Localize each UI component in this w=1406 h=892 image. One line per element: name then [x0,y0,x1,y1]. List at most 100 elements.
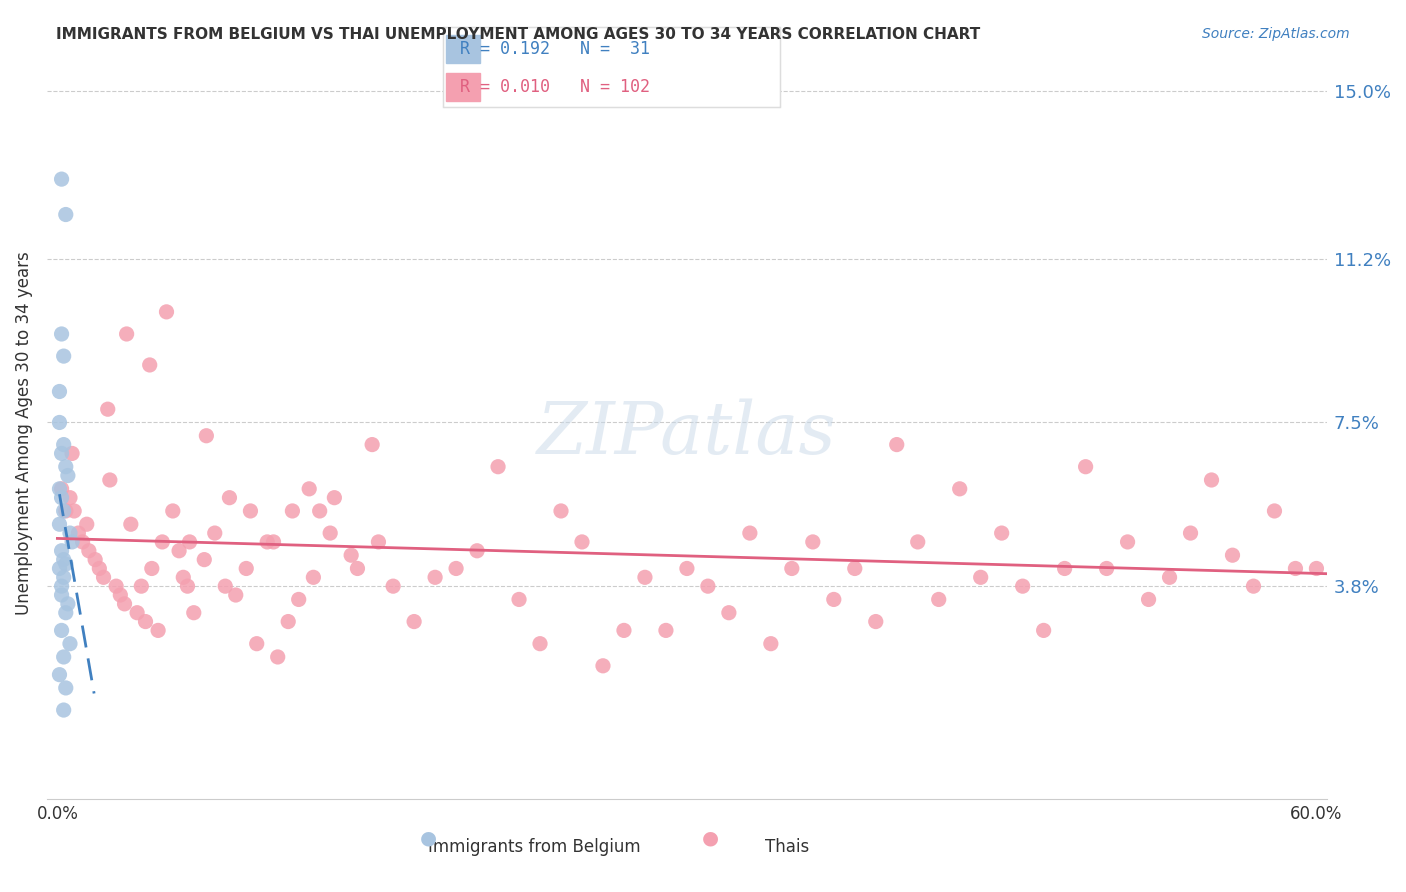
Point [51,579,73,593]
Point [52,552,75,566]
Point [508,592,530,607]
Point [844,561,866,575]
Point [298,482,321,496]
Point [218,491,240,505]
Point [759,637,782,651]
Point [48,517,70,532]
Point [52,349,75,363]
Text: IMMIGRANTS FROM BELGIUM VS THAI UNEMPLOYMENT AMONG AGES 30 TO 34 YEARS CORRELATI: IMMIGRANTS FROM BELGIUM VS THAI UNEMPLOY… [56,27,980,42]
Point [1053,561,1076,575]
Point [246,637,269,651]
Point [823,592,845,607]
Point [738,526,761,541]
Point [780,561,803,575]
Point [323,491,346,505]
Point [60,446,83,460]
Text: R = 0.010   N = 102: R = 0.010 N = 102 [460,78,650,96]
Point [655,624,678,638]
Point [1284,561,1306,575]
Point [179,535,201,549]
Point [1011,579,1033,593]
Point [138,358,160,372]
Point [571,535,593,549]
Point [51,543,73,558]
Point [1222,548,1244,562]
Point [55,504,77,518]
Point [56,468,79,483]
Point [1116,535,1139,549]
Point [195,428,218,442]
Text: ZIPatlas: ZIPatlas [537,398,837,469]
Point [52,649,75,664]
Point [115,326,138,341]
Point [281,504,304,518]
Point [886,437,908,451]
Point [634,570,657,584]
Bar [446,72,479,101]
Point [59,526,82,541]
Point [263,535,285,549]
Point [55,681,77,695]
Point [52,570,75,584]
Point [52,703,75,717]
Point [51,172,73,186]
Point [225,588,247,602]
Point [51,624,73,638]
Point [340,548,363,562]
Point [550,504,572,518]
Point [287,592,309,607]
Point [89,561,111,575]
Point [59,491,82,505]
Point [48,482,70,496]
Bar [446,35,479,62]
Point [1201,473,1223,487]
Point [127,606,149,620]
Point [592,658,614,673]
Point [1137,592,1160,607]
Point [167,543,190,558]
Point [98,473,121,487]
Point [76,517,98,532]
Point [267,649,290,664]
Point [423,570,446,584]
Point [1095,561,1118,575]
Point [235,561,257,575]
Text: Immigrants from Belgium: Immigrants from Belgium [427,838,641,856]
Point [319,526,342,541]
Point [67,526,90,541]
Point [172,570,194,584]
Point [404,615,426,629]
Point [60,535,83,549]
Point [114,597,136,611]
Point [48,416,70,430]
Point [949,482,972,496]
Point [302,570,325,584]
Point [717,606,740,620]
Point [131,579,153,593]
Point [193,552,215,566]
Text: ●: ● [420,829,437,847]
Point [141,561,163,575]
Point [239,504,262,518]
Point [51,326,73,341]
Point [970,570,993,584]
Point [1180,526,1202,541]
Point [529,637,551,651]
Text: Thais: Thais [765,838,810,856]
Point [55,207,77,221]
Point [93,570,115,584]
Point [1243,579,1265,593]
Point [928,592,950,607]
Point [51,491,73,505]
Point [51,482,73,496]
Point [801,535,824,549]
Point [51,446,73,460]
Point [72,535,94,549]
Point [204,526,226,541]
Point [162,504,184,518]
Y-axis label: Unemployment Among Ages 30 to 34 years: Unemployment Among Ages 30 to 34 years [15,252,32,615]
Point [486,459,509,474]
Point [48,667,70,681]
Point [346,561,368,575]
Point [55,606,77,620]
